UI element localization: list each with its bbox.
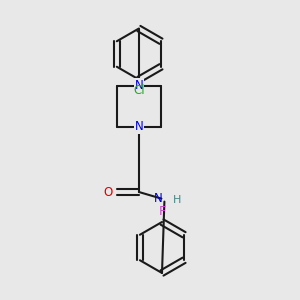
- Text: N: N: [134, 79, 143, 92]
- Text: H: H: [173, 195, 181, 205]
- Text: N: N: [154, 192, 163, 205]
- Text: O: O: [103, 185, 113, 199]
- Text: N: N: [134, 120, 143, 133]
- Text: Cl: Cl: [133, 84, 145, 97]
- Text: F: F: [158, 206, 166, 218]
